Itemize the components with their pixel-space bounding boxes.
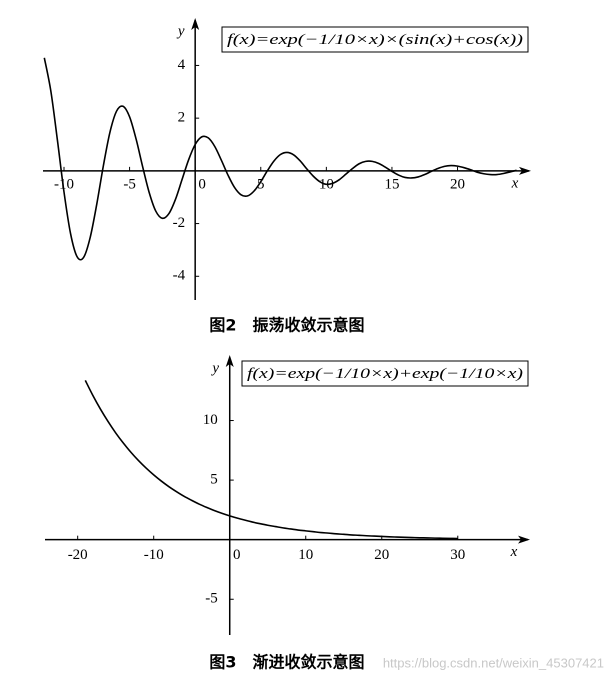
y-arrow [191, 18, 200, 30]
y-arrow [225, 355, 234, 367]
x-tick-label: -10 [144, 547, 164, 563]
curve [43, 57, 517, 261]
y-tick-label: 10 [203, 412, 218, 428]
x-tick-label: 10 [298, 547, 313, 563]
formula-box [221, 26, 529, 53]
figure-caption: 图2 振荡收敛示意图 [209, 316, 364, 335]
y-tick-label: -5 [205, 591, 218, 607]
formula-box [241, 360, 529, 387]
y-tick-label: 5 [210, 472, 218, 488]
x-tick-label: 20 [374, 547, 389, 563]
x-tick-label: 0 [233, 547, 241, 563]
x-tick-label: 20 [450, 176, 465, 192]
x-arrow [518, 535, 530, 544]
formula: f(x)=exp(−1/10×x)×(sin(x)+cos(x)) [227, 32, 523, 48]
x-arrow [519, 166, 531, 175]
x-tick-label: 15 [384, 176, 399, 192]
curve [84, 380, 458, 540]
x-axis-label: x [510, 544, 518, 560]
y-tick-label: -4 [173, 268, 186, 284]
watermark: https://blog.csdn.net/weixin_45307421 [383, 655, 604, 670]
y-tick-label: -2 [173, 215, 186, 231]
x-tick-label: -20 [68, 547, 88, 563]
figure-caption: 图3 渐进收敛示意图 [209, 653, 364, 672]
x-tick-label: 5 [257, 176, 265, 192]
x-tick-label: 30 [450, 547, 465, 563]
y-axis-label: y [176, 23, 185, 39]
y-axis-label: y [210, 360, 219, 376]
x-tick-label: -10 [54, 176, 74, 192]
x-axis-label: x [511, 175, 519, 191]
formula: f(x)=exp(−1/10×x)+exp(−1/10×x) [247, 366, 523, 382]
y-tick-label: 4 [178, 57, 186, 73]
x-tick-label: -5 [123, 176, 136, 192]
x-tick-label: 0 [198, 176, 206, 192]
y-tick-label: 2 [178, 110, 186, 126]
